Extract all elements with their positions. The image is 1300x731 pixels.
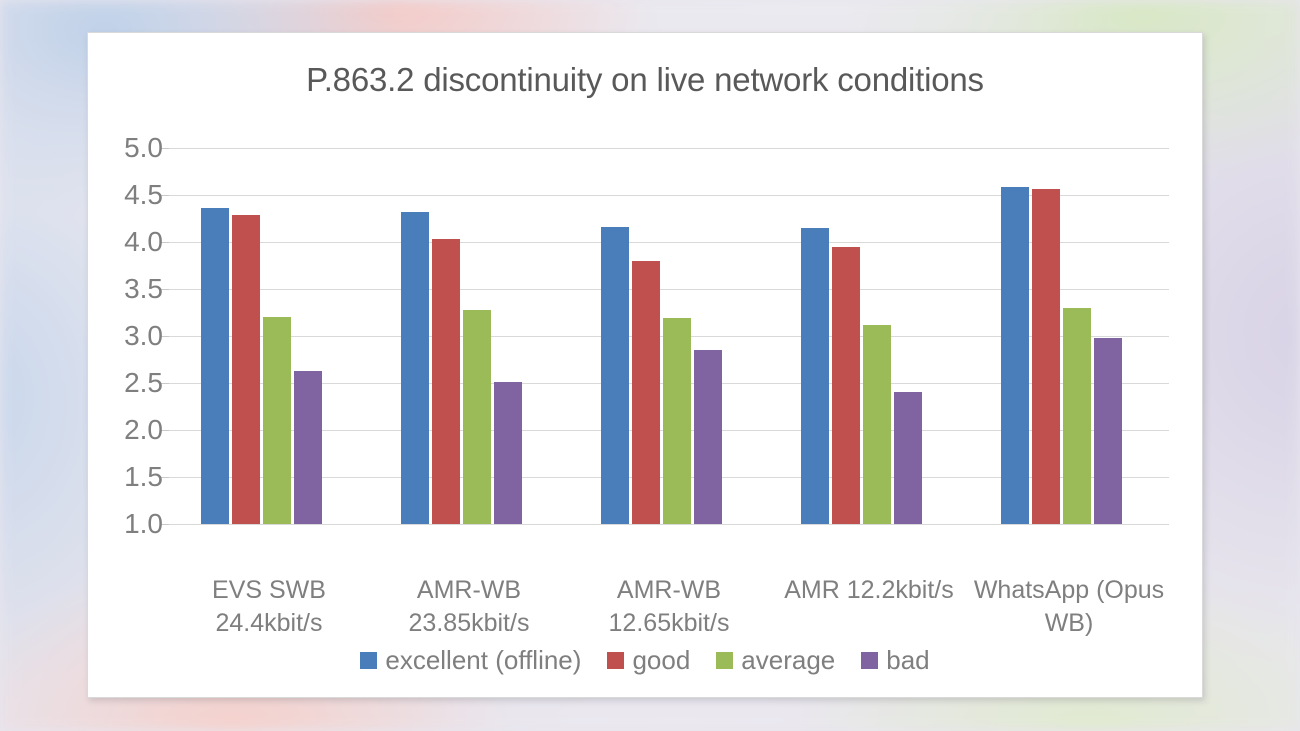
legend-label: excellent (offline) (385, 645, 582, 675)
bar[interactable] (632, 260, 660, 524)
legend-swatch-icon (861, 652, 879, 669)
bar[interactable] (863, 324, 891, 524)
y-axis-tick-mark (161, 195, 169, 196)
category-label: AMR-WB 12.65kbit/s (608, 576, 730, 637)
y-axis-tick-mark (161, 336, 169, 337)
gridline (169, 242, 1169, 243)
legend-item[interactable]: average (716, 645, 835, 676)
chart-title: P.863.2 discontinuity on live network co… (306, 61, 984, 98)
y-axis-tick-label: 1.0 (124, 508, 163, 539)
y-axis-tick-mark (161, 148, 169, 149)
bars-layer (169, 148, 1169, 524)
legend-label: good (632, 645, 691, 675)
y-axis-tick-mark (161, 524, 169, 525)
bar[interactable] (294, 370, 322, 524)
bar[interactable] (1094, 337, 1122, 524)
bar[interactable] (1001, 186, 1029, 524)
legend-label: bad (886, 645, 930, 675)
y-axis-tick-label: 3.0 (124, 320, 163, 351)
legend-item[interactable]: excellent (offline) (360, 645, 581, 676)
y-axis-tick-label: 3.5 (124, 273, 163, 304)
y-axis-tick-label: 1.5 (124, 461, 163, 492)
legend-swatch-icon (716, 652, 734, 669)
bar[interactable] (601, 226, 629, 524)
gridline (169, 195, 1169, 196)
y-axis-tick-mark (161, 289, 169, 290)
bar[interactable] (263, 317, 291, 524)
bar[interactable] (1063, 307, 1091, 524)
category-axis: EVS SWB 24.4kbit/s AMR-WB 23.85kbit/s AMR-… (169, 556, 1169, 656)
bar[interactable] (494, 382, 522, 524)
bar[interactable] (463, 309, 491, 524)
y-axis-tick-label: 4.0 (124, 226, 163, 257)
bar-group (769, 148, 969, 524)
y-axis-tick-label: 2.0 (124, 414, 163, 445)
bar[interactable] (401, 211, 429, 524)
category-label: AMR-WB 23.85kbit/s (408, 576, 530, 637)
bar[interactable] (201, 208, 229, 524)
plot-area: 5.0 4.5 4.0 3.5 3.0 2.5 2.0 1.5 1.0 (124, 116, 1169, 556)
y-axis-tick-mark (161, 242, 169, 243)
bar[interactable] (694, 350, 722, 524)
category-label: EVS SWB 24.4kbit/s (212, 576, 326, 637)
legend-item[interactable]: bad (861, 645, 930, 676)
category-label: WhatsApp (Opus WB) (973, 576, 1165, 637)
bar[interactable] (1032, 189, 1060, 524)
bar-group (969, 148, 1169, 524)
y-axis-tick-label: 5.0 (124, 132, 163, 163)
bar-group (169, 148, 369, 524)
chart-panel: P.863.2 discontinuity on live network co… (87, 32, 1203, 698)
bar[interactable] (663, 318, 691, 524)
y-axis-tick-mark (161, 430, 169, 431)
bar[interactable] (894, 392, 922, 524)
bar-group (569, 148, 769, 524)
bar[interactable] (432, 239, 460, 524)
legend-item[interactable]: good (607, 645, 690, 676)
gridline (169, 289, 1169, 290)
legend-swatch-icon (607, 652, 625, 669)
gridline (169, 148, 1169, 149)
legend-swatch-icon (360, 652, 378, 669)
y-axis-tick-mark (161, 477, 169, 478)
y-axis-tick-mark (161, 383, 169, 384)
y-axis-tick-label: 4.5 (124, 179, 163, 210)
bar[interactable] (801, 227, 829, 524)
category-label: AMR 12.2kbit/s (784, 576, 954, 604)
legend-label: average (741, 645, 836, 675)
chart-legend: excellent (offline) good average bad (88, 645, 1202, 676)
bar[interactable] (832, 246, 860, 524)
gridline (169, 524, 1169, 525)
y-axis-tick-label: 2.5 (124, 367, 163, 398)
bar-group (369, 148, 569, 524)
bar[interactable] (232, 214, 260, 524)
